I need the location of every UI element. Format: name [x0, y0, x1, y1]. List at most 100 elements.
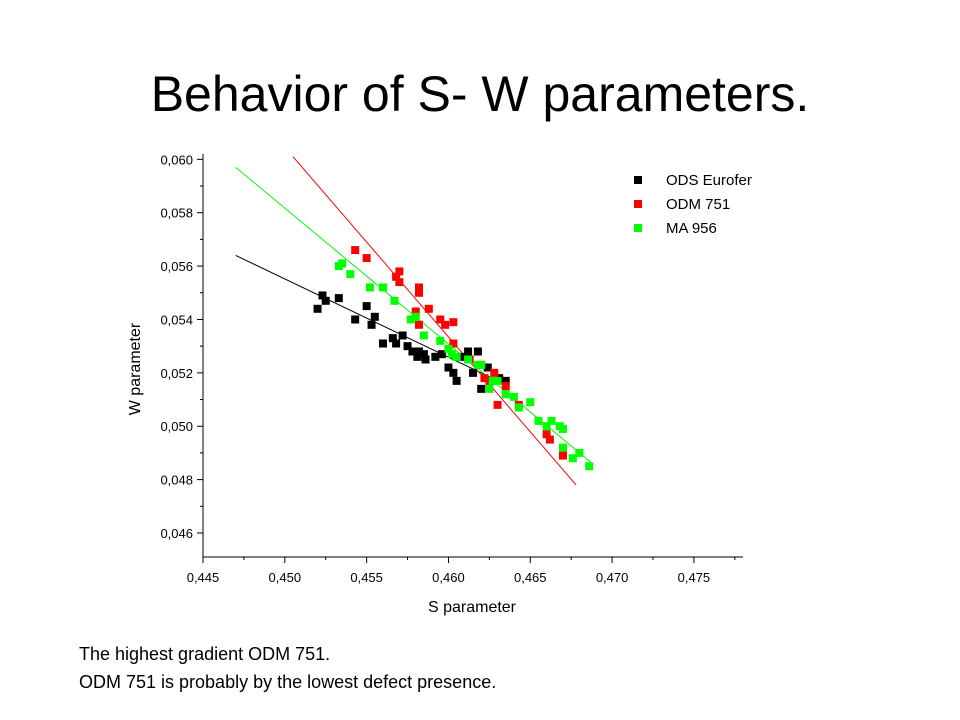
- data-point: [346, 270, 355, 279]
- data-point: [421, 355, 430, 364]
- legend-marker: [634, 224, 642, 232]
- fit-line: [235, 254, 510, 387]
- data-point: [419, 331, 428, 340]
- caption-line-2: ODM 751 is probably by the lowest defect…: [79, 672, 497, 692]
- data-point: [398, 331, 407, 340]
- x-axis-label: S parameter: [428, 599, 517, 616]
- data-point: [415, 347, 423, 356]
- data-point: [406, 315, 415, 324]
- data-point: [415, 320, 423, 329]
- data-point: [424, 304, 433, 313]
- data-point: [449, 368, 458, 377]
- data-point: [452, 352, 461, 361]
- data-point: [413, 352, 422, 361]
- data-point: [559, 424, 567, 433]
- data-point: [321, 296, 330, 305]
- data-point: [379, 339, 387, 348]
- x-tick-label: 0,455: [350, 570, 383, 585]
- data-point: [415, 283, 423, 292]
- data-point: [464, 347, 473, 356]
- data-point: [501, 382, 510, 391]
- data-point: [575, 448, 584, 457]
- y-tick-label: 0,056: [160, 259, 193, 274]
- x-tick-label: 0,445: [187, 570, 220, 585]
- data-point: [457, 352, 466, 361]
- x-tick-label: 0,470: [596, 570, 629, 585]
- data-point: [485, 384, 494, 393]
- data-point: [501, 390, 510, 399]
- y-tick-label: 0,046: [160, 526, 193, 541]
- data-point: [403, 342, 412, 351]
- data-point: [452, 376, 461, 385]
- y-tick-label: 0,060: [160, 152, 193, 167]
- y-axis-label: W parameter: [127, 322, 144, 415]
- data-point: [318, 291, 327, 300]
- data-point: [362, 254, 371, 263]
- data-point: [395, 278, 404, 287]
- data-point: [509, 392, 518, 401]
- y-tick-label: 0,052: [160, 366, 193, 381]
- data-point: [408, 347, 417, 356]
- data-point: [436, 336, 445, 345]
- data-point: [395, 267, 404, 276]
- data-point: [559, 451, 567, 460]
- data-point: [379, 283, 387, 292]
- data-point: [483, 363, 492, 372]
- legend-label: ODM 751: [666, 196, 730, 213]
- legend-label: ODS Eurofer: [666, 172, 752, 189]
- data-point: [469, 368, 477, 377]
- data-point: [441, 320, 450, 329]
- data-point: [545, 435, 554, 444]
- slide-title: Behavior of S- W parameters.: [150, 66, 810, 122]
- data-point: [501, 376, 510, 385]
- data-point: [534, 416, 543, 425]
- data-point: [449, 318, 458, 327]
- data-point: [488, 376, 497, 385]
- data-point: [473, 347, 482, 356]
- x-tick-label: 0,460: [432, 570, 465, 585]
- x-tick-label: 0,450: [269, 570, 302, 585]
- x-tick-label: 0,465: [514, 570, 547, 585]
- data-point: [388, 334, 397, 343]
- data-point: [493, 400, 502, 409]
- data-point: [365, 283, 374, 292]
- data-point: [444, 344, 453, 353]
- data-point: [334, 294, 343, 303]
- y-tick-label: 0,048: [160, 473, 193, 488]
- data-point: [392, 272, 401, 281]
- data-point: [392, 339, 401, 348]
- data-point: [526, 398, 535, 407]
- data-point: [367, 320, 376, 329]
- data-point: [514, 403, 523, 412]
- y-tick-label: 0,050: [160, 419, 193, 434]
- y-tick-label: 0,058: [160, 206, 193, 221]
- data-point: [415, 288, 423, 297]
- data-point: [370, 312, 379, 321]
- x-tick-label: 0,475: [678, 570, 711, 585]
- data-point: [490, 368, 499, 377]
- data-point: [390, 296, 399, 305]
- caption-line-1: The highest gradient ODM 751.: [79, 644, 331, 664]
- data-point: [477, 384, 486, 393]
- data-point: [436, 315, 445, 324]
- data-point: [449, 339, 458, 348]
- data-point: [585, 462, 594, 471]
- data-points: [313, 246, 594, 471]
- data-point: [431, 352, 440, 361]
- legend-marker: [634, 176, 642, 184]
- data-point: [493, 376, 502, 385]
- data-point: [542, 430, 551, 439]
- data-point: [338, 259, 347, 268]
- data-point: [362, 302, 371, 311]
- data-point: [411, 312, 420, 321]
- data-point: [313, 304, 322, 313]
- data-point: [351, 315, 360, 324]
- legend-marker: [634, 200, 642, 208]
- data-point: [568, 454, 577, 463]
- data-point: [444, 363, 453, 372]
- data-point: [477, 360, 486, 369]
- y-tick-label: 0,054: [160, 312, 193, 327]
- data-point: [559, 443, 567, 452]
- data-point: [351, 246, 360, 255]
